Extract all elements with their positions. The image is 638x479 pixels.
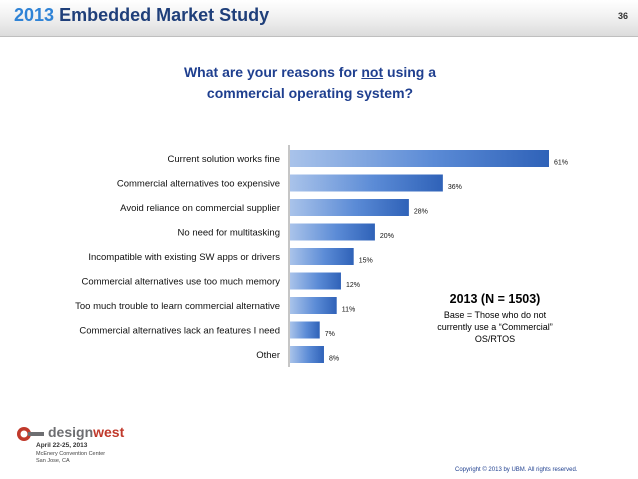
- study-name: Embedded Market Study: [59, 5, 270, 25]
- logo-word-design: design: [48, 424, 94, 440]
- category-label: Commercial alternatives too expensive: [117, 179, 280, 190]
- study-title: 2013 Embedded Market Study: [14, 5, 269, 26]
- page-number: 36: [617, 11, 628, 21]
- bar: [290, 223, 375, 241]
- logo-venue: McEnery Convention Center San Jose, CA: [36, 451, 105, 464]
- bar-value-label: 8%: [329, 356, 339, 363]
- bar-value-label: 20%: [380, 233, 394, 240]
- question-line1-prefix: What are your reasons for: [183, 64, 362, 80]
- category-label: Commercial alternatives use too much mem…: [81, 277, 280, 288]
- bar-value-label: 36%: [448, 184, 462, 191]
- bar: [290, 272, 341, 290]
- logo-venue-line2: San Jose, CA: [36, 457, 70, 464]
- logo-wordmark: designwest: [48, 424, 124, 440]
- bar: [290, 199, 409, 216]
- category-label: Commercial alternatives lack an features…: [79, 326, 280, 337]
- sample-base-text: Base = Those who do not currently use a …: [420, 309, 570, 345]
- bar-value-label: 61%: [554, 160, 568, 167]
- note-line3: OS/RTOS: [474, 334, 516, 344]
- bar-value-label: 12%: [346, 282, 360, 289]
- category-label: Other: [256, 350, 280, 361]
- logo-word-west: west: [93, 424, 125, 440]
- logo-mark-icon: [17, 427, 44, 441]
- chart-question-title: What are your reasons for not using a co…: [140, 62, 480, 104]
- logo-dates: April 22-25, 2013: [36, 442, 88, 449]
- sample-note: 2013 (N = 1503) Base = Those who do not …: [420, 292, 570, 345]
- question-line1-suffix: using a: [383, 64, 437, 80]
- bar: [290, 321, 320, 339]
- designwest-logo: designwest April 22-25, 2013 McEnery Con…: [16, 424, 124, 470]
- category-label: Current solution works fine: [168, 154, 280, 165]
- note-line2: currently use a “Commercial”: [437, 322, 553, 332]
- bar-value-label: 15%: [359, 258, 373, 265]
- bar: [290, 297, 337, 314]
- slide-header: 2013 Embedded Market Study 36: [0, 0, 638, 37]
- study-year: 2013: [14, 5, 55, 25]
- bar-value-label: 7%: [325, 331, 335, 338]
- question-line2: commercial operating system?: [206, 85, 414, 101]
- question-emphasis: not: [361, 64, 384, 80]
- copyright-notice: Copyright © 2013 by UBM. All rights rese…: [455, 467, 578, 473]
- category-label: Avoid reliance on commercial supplier: [120, 203, 280, 214]
- sample-heading: 2013 (N = 1503): [449, 292, 541, 306]
- category-label: Too much trouble to learn commercial alt…: [75, 301, 280, 312]
- bar: [290, 346, 324, 363]
- bar: [290, 174, 443, 192]
- logo-venue-line1: McEnery Convention Center: [36, 451, 106, 457]
- bar-chart: Current solution works fine 61% Commercial…: [75, 145, 568, 367]
- category-label: No need for multitasking: [178, 228, 280, 239]
- bar-value-label: 28%: [414, 209, 428, 216]
- note-line1: Base = Those who do not: [443, 310, 547, 320]
- bar: [290, 150, 549, 167]
- category-label: Incompatible with existing SW apps or dr…: [88, 252, 280, 263]
- bar-value-label: 11%: [342, 307, 356, 314]
- bar: [290, 248, 354, 265]
